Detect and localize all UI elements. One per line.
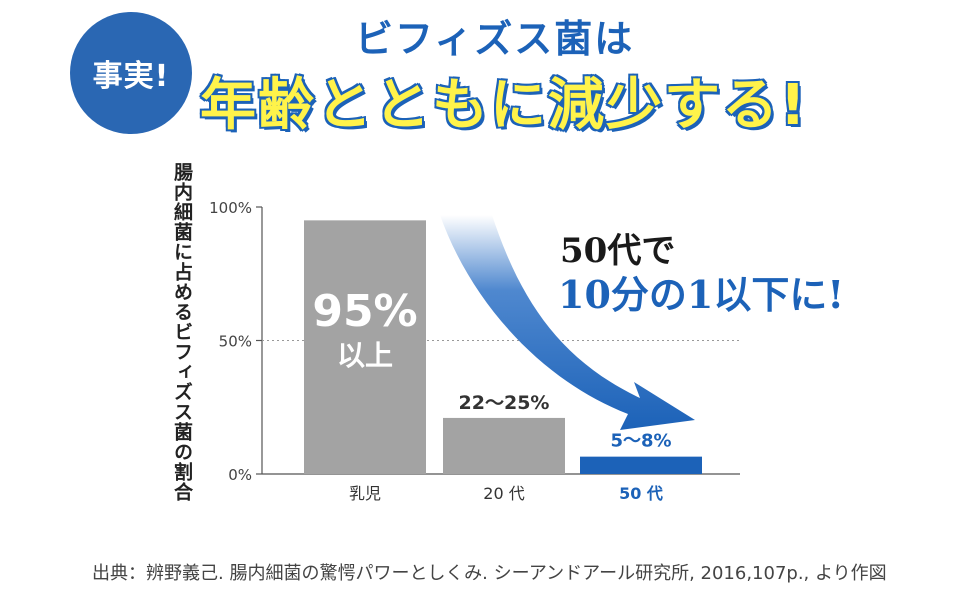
y-tick-label: 0% [228, 466, 252, 484]
fact-badge: 事実! [70, 12, 192, 134]
data-label-bar-2: 22〜25% [459, 392, 550, 414]
callout-line-1: 50代で [560, 231, 676, 271]
source-citation: 出典：辨野義己. 腸内細菌の驚愕パワーとしくみ. シーアンドアール研究所, 20… [92, 563, 887, 584]
bar-1 [304, 220, 426, 474]
data-label-bar-1-sub: 以上 [337, 339, 393, 372]
data-label-bar-3: 5〜8% [610, 431, 671, 452]
bar-3 [580, 456, 702, 474]
header-subtitle: ビフィズス菌は [355, 17, 635, 61]
y-axis-label: 腸内細菌に占めるビフィズス菌の割合 [171, 162, 193, 502]
chart-labels: 乳児 20 代 50 代 95%以上 22〜25% 5〜8% [312, 286, 671, 503]
x-tick-label: 50 代 [619, 484, 663, 503]
decline-arrow [440, 215, 695, 430]
x-tick-label: 乳児 [349, 484, 381, 503]
data-label-bar-1: 95% [312, 286, 417, 337]
y-tick-label: 50% [219, 333, 252, 351]
header-title: 年齢とともに減少する! [199, 72, 808, 140]
callout-line-2: 10分の1以下に! [558, 272, 845, 317]
x-tick-label: 20 代 [483, 484, 524, 503]
chart-bars [304, 220, 702, 474]
y-tick-label: 100% [209, 199, 252, 217]
bar-2 [443, 417, 565, 474]
chart-arrow [440, 215, 695, 430]
